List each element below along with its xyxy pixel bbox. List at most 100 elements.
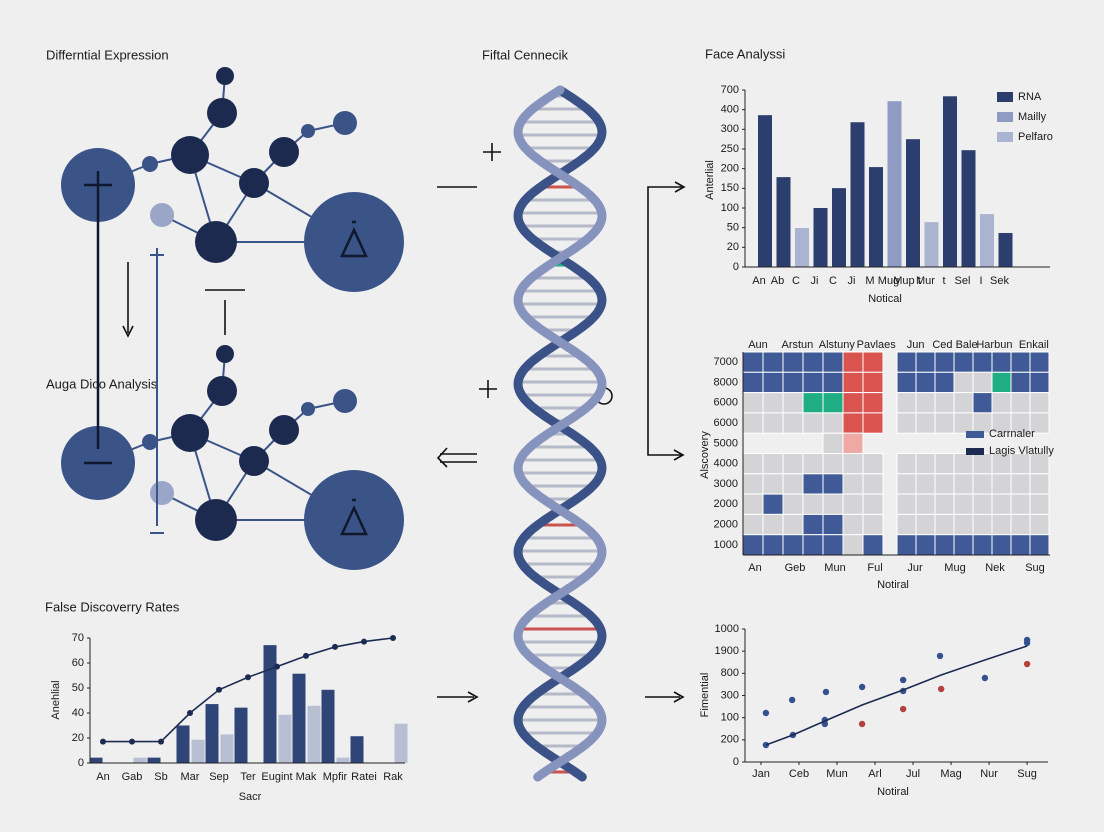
x-tick-label: Ji bbox=[811, 275, 819, 287]
y-tick-label: 200 bbox=[721, 163, 739, 175]
point bbox=[822, 688, 830, 696]
heatmap-cell bbox=[1029, 513, 1050, 536]
heatmap-cell bbox=[991, 473, 1012, 495]
heatmap-cell bbox=[802, 371, 824, 394]
point bbox=[858, 683, 866, 691]
line-point bbox=[390, 635, 396, 641]
x-tick-label: Ter bbox=[240, 771, 256, 783]
y-tick-label: 200 bbox=[721, 734, 739, 746]
heatmap-cell bbox=[896, 412, 917, 434]
bar bbox=[220, 734, 234, 763]
heatmap-cell bbox=[742, 534, 764, 556]
node bbox=[171, 136, 209, 174]
line-point bbox=[187, 710, 193, 716]
heatmap-cell bbox=[762, 351, 784, 373]
heatmap-cell bbox=[953, 453, 974, 475]
heatmap-cell bbox=[953, 513, 974, 536]
heatmap-cell bbox=[842, 412, 864, 434]
row-label: 5000 bbox=[714, 437, 738, 449]
heatmap-cell bbox=[934, 493, 955, 515]
column-label: Alstuny bbox=[819, 339, 856, 351]
bar bbox=[89, 757, 103, 763]
heatmap-cell bbox=[934, 534, 955, 556]
x-tick-label: Mun bbox=[824, 562, 845, 574]
heatmap-cell bbox=[782, 453, 804, 475]
row-label: 4000 bbox=[714, 458, 738, 470]
y-tick-label: 1000 bbox=[715, 623, 739, 635]
heatmap-cell bbox=[953, 351, 974, 373]
legend-swatch bbox=[966, 431, 984, 438]
line-point bbox=[100, 738, 106, 745]
heatmap-cell bbox=[842, 351, 864, 373]
x-tick-label: Geb bbox=[785, 562, 806, 574]
x-tick-label: Sug bbox=[1017, 768, 1037, 780]
heatmap-cell bbox=[782, 351, 804, 373]
y-tick-label: 100 bbox=[721, 712, 739, 724]
heatmap-cell bbox=[972, 371, 993, 394]
x-tick-label: t bbox=[942, 275, 945, 287]
bar bbox=[758, 115, 772, 267]
heatmap-cell bbox=[862, 473, 884, 495]
heatmap-cell bbox=[822, 412, 844, 434]
x-tick-label: Sb bbox=[154, 771, 167, 783]
bar bbox=[336, 757, 350, 763]
y-tick-label: 250 bbox=[721, 143, 739, 155]
x-tick-label: Mug bbox=[944, 562, 965, 574]
node bbox=[195, 221, 237, 263]
heatmap-cell bbox=[782, 534, 804, 556]
node bbox=[239, 446, 269, 476]
heatmap-cell bbox=[896, 493, 917, 515]
node bbox=[171, 414, 209, 452]
heatmap-cell bbox=[896, 534, 917, 556]
heatmap-cell bbox=[896, 371, 917, 394]
node bbox=[142, 434, 158, 450]
x-tick-label: An bbox=[752, 275, 765, 287]
y-tick-label: 50 bbox=[72, 682, 84, 694]
point bbox=[1023, 660, 1031, 668]
node bbox=[216, 67, 234, 85]
x-axis-title: Notiral bbox=[877, 579, 909, 591]
heatmap-cell bbox=[862, 513, 884, 536]
heatmap-cell bbox=[896, 453, 917, 475]
line-point bbox=[274, 663, 280, 670]
heatmap-cell bbox=[953, 412, 974, 434]
bar bbox=[961, 150, 976, 267]
heatmap-cell bbox=[991, 534, 1012, 556]
heatmap-cell bbox=[842, 473, 864, 495]
y-tick-label: 20 bbox=[727, 241, 739, 253]
x-tick-label: Ratei bbox=[351, 771, 377, 783]
bar bbox=[321, 689, 335, 763]
heatmap-cell bbox=[842, 432, 864, 455]
y-tick-label: 800 bbox=[721, 667, 739, 679]
heatmap-cell bbox=[802, 473, 824, 495]
heatmap-cell bbox=[802, 412, 824, 434]
x-tick-label: Sel bbox=[955, 275, 971, 287]
heatmap-cell bbox=[742, 371, 764, 394]
heatmap-cell bbox=[934, 392, 955, 414]
small-plus bbox=[150, 248, 164, 262]
heatmap-cell bbox=[915, 392, 936, 414]
heatmap-cell bbox=[1029, 493, 1050, 515]
heatmap-cell bbox=[802, 453, 824, 475]
network-title: Differntial Expression bbox=[46, 47, 169, 62]
heatmap-cell bbox=[822, 473, 844, 495]
heatmap-cell bbox=[915, 351, 936, 373]
heatmap-cell bbox=[1010, 371, 1031, 394]
bar bbox=[943, 96, 957, 267]
node bbox=[207, 376, 237, 406]
dna-strand bbox=[513, 85, 607, 782]
x-tick-label: Jul bbox=[906, 768, 920, 780]
x-tick-label: Mak bbox=[296, 771, 317, 783]
column-label: Harbun bbox=[976, 339, 1012, 351]
x-tick-label: Nur bbox=[980, 768, 998, 780]
heatmap-cell bbox=[934, 351, 955, 373]
line-point bbox=[361, 638, 367, 645]
y-tick-label: 0 bbox=[78, 757, 84, 769]
heatmap-cell bbox=[991, 513, 1012, 536]
heatmap-cell bbox=[822, 493, 844, 515]
x-tick-label: An bbox=[96, 771, 109, 783]
column-label: Jun bbox=[907, 339, 925, 351]
heatmap-cell bbox=[953, 493, 974, 515]
bar bbox=[869, 167, 883, 267]
